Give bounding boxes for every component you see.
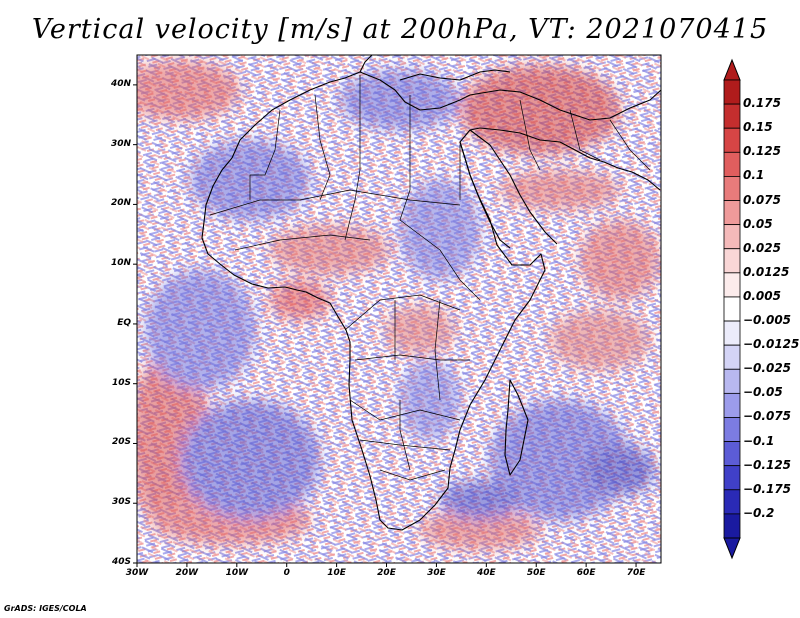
colorbar-label: −0.1 [743, 433, 775, 448]
colorbar-label: −0.125 [743, 457, 792, 472]
colorbar-swatch [723, 513, 741, 539]
colorbar-swatch [723, 296, 741, 322]
colorbar-swatch [723, 176, 741, 201]
lat-tick-label: 40N [110, 78, 131, 89]
colorbar-label: −0.05 [743, 385, 783, 400]
lon-tick-label: 20W [175, 568, 199, 578]
credit-text: GrADS: IGES/COLA [4, 604, 87, 613]
colorbar-swatch [723, 103, 741, 129]
colorbar-max-arrow [723, 58, 741, 81]
colorbar-label: −0.0125 [743, 337, 800, 352]
colorbar-label: 0.1 [743, 168, 765, 183]
lon-tick-label: 70E [626, 568, 646, 578]
colorbar-swatch [723, 248, 741, 274]
colorbar-label: 0.075 [743, 192, 781, 207]
colorbar-swatch [723, 79, 741, 105]
axis-ticks [133, 84, 637, 567]
lon-tick-label: 50E [526, 568, 546, 578]
colorbar-label: 0.125 [743, 144, 781, 159]
lat-tick-label: EQ [117, 317, 131, 328]
lat-tick-label: 40S [111, 557, 131, 567]
colorbar-label: 0.175 [743, 96, 781, 111]
lon-tick-label: 40E [476, 568, 496, 578]
colorbar [723, 58, 741, 560]
colorbar-label: 0.005 [743, 288, 781, 303]
lat-tick-label: 10S [111, 377, 131, 388]
colorbar-swatch [723, 489, 741, 515]
colorbar-swatch [723, 320, 741, 346]
map-title: Vertical velocity [m/s] at 200hPa, VT: 2… [31, 14, 769, 45]
colorbar-label: −0.2 [743, 505, 775, 520]
colorbar-swatch [723, 392, 741, 418]
lat-tick-label: 30S [111, 497, 131, 508]
lon-tick-label: 0 [283, 568, 290, 578]
lon-tick-label: 10W [225, 568, 249, 578]
colorbar-swatch [723, 200, 741, 226]
coastlines-and-borders [201, 55, 661, 531]
colorbar-min-arrow [723, 537, 741, 560]
lon-tick-label: 60E [576, 568, 596, 578]
colorbar-swatch [723, 127, 741, 153]
colorbar-label: 0.025 [743, 240, 781, 255]
lat-tick-label: 10N [110, 258, 131, 269]
colorbar-swatch [723, 224, 741, 250]
colorbar-label: 0.15 [743, 120, 773, 135]
country-borders [209, 75, 651, 481]
plot-frame [136, 54, 662, 564]
lat-tick-label: 30N [110, 138, 131, 149]
colorbar-swatch [723, 272, 741, 298]
colorbar-label: 0.05 [743, 216, 773, 231]
colorbar-swatch [723, 417, 741, 442]
colorbar-label: −0.025 [743, 361, 792, 376]
lat-tick-label: 20N [110, 198, 131, 209]
lon-tick-label: 30W [125, 568, 149, 578]
colorbar-label: −0.005 [743, 313, 792, 328]
colorbar-swatch [723, 344, 741, 370]
colorbar-swatch [723, 441, 741, 467]
colorbar-label: −0.075 [743, 409, 792, 424]
colorbar-swatch [723, 368, 741, 394]
lon-tick-label: 20E [377, 568, 396, 578]
colorbar-label: −0.175 [743, 481, 792, 496]
vertical-velocity-field [137, 55, 661, 563]
lat-tick-label: 20S [111, 437, 131, 448]
colorbar-swatch [723, 465, 741, 491]
colorbar-swatch [723, 151, 741, 177]
lon-tick-label: 10E [327, 568, 346, 578]
lon-tick-label: 30E [427, 568, 446, 578]
colorbar-label: 0.0125 [743, 264, 790, 279]
